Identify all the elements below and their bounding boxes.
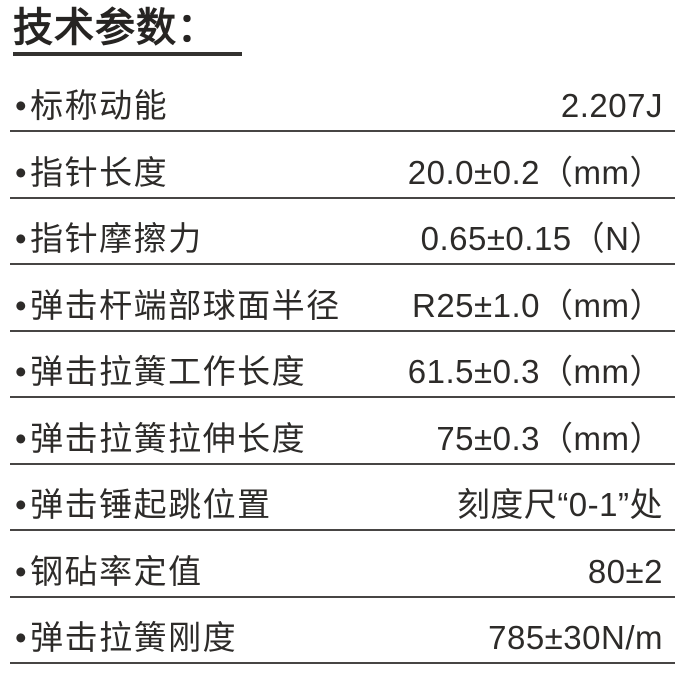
parameter-value: 61.5±0.3（mm）	[407, 353, 663, 390]
parameter-label: 指针长度	[30, 153, 169, 191]
parameter-label: 弹击拉簧刚度	[30, 619, 238, 656]
bullet-icon: •	[15, 153, 29, 191]
bullet-icon: •	[15, 286, 29, 324]
bullet-icon: •	[15, 619, 29, 656]
parameter-label: 弹击拉簧拉伸长度	[30, 419, 307, 457]
parameter-value: 20.0±0.2（mm）	[407, 153, 663, 191]
parameter-label-group: • 弹击锤起跳位置	[10, 487, 272, 523]
parameter-value: 785±30N/m	[488, 619, 663, 656]
parameter-value: R25±1.0（mm）	[411, 286, 663, 324]
bullet-icon: •	[15, 87, 29, 124]
parameter-row: • 弹击杆端部球面半径 R25±1.0（mm）	[10, 265, 675, 332]
parameter-row: • 弹击拉簧拉伸长度 75±0.3（mm）	[10, 398, 675, 465]
parameter-row: • 弹击拉簧刚度 785±30N/m	[10, 598, 675, 664]
parameter-row: • 指针长度 20.0±0.2（mm）	[10, 132, 675, 199]
page-title: 技术参数：	[13, 6, 242, 56]
parameter-label: 指针摩擦力	[30, 220, 203, 257]
parameter-label: 弹击锤起跳位置	[30, 486, 272, 523]
parameter-value: 0.65±0.15（N）	[420, 220, 663, 257]
parameter-value: 刻度尺“0-1”处	[456, 486, 663, 523]
parameter-label-group: • 弹击杆端部球面半径	[10, 286, 341, 324]
parameter-row: • 弹击锤起跳位置 刻度尺“0-1”处	[10, 465, 675, 531]
parameter-label-group: • 弹击拉簧工作长度	[10, 354, 306, 390]
parameter-value: 75±0.3（mm）	[436, 419, 663, 457]
parameter-label-group: • 弹击拉簧刚度	[10, 620, 237, 656]
bullet-icon: •	[15, 552, 29, 590]
parameter-label-group: • 指针长度	[10, 153, 169, 191]
bullet-icon: •	[15, 220, 29, 257]
parameter-label: 标称动能	[30, 87, 169, 124]
parameter-label-group: • 弹击拉簧拉伸长度	[10, 419, 307, 457]
parameter-label-group: • 钢砧率定值	[10, 552, 203, 590]
parameter-label-group: • 指针摩擦力	[10, 221, 203, 257]
bullet-icon: •	[15, 419, 29, 457]
parameter-row: • 标称动能 2.207J	[10, 56, 675, 132]
parameters-list: • 标称动能 2.207J • 指针长度 20.0±0.2（mm） • 指针摩擦…	[10, 56, 675, 664]
parameter-row: • 钢砧率定值 80±2	[10, 531, 675, 598]
bullet-icon: •	[15, 353, 29, 390]
parameter-row: • 指针摩擦力 0.65±0.15（N）	[10, 199, 675, 265]
parameter-label: 弹击拉簧工作长度	[30, 353, 307, 390]
parameter-row: • 弹击拉簧工作长度 61.5±0.3（mm）	[10, 332, 675, 398]
parameter-value: 2.207J	[560, 87, 663, 124]
parameter-value: 80±2	[587, 552, 663, 590]
parameter-label: 弹击杆端部球面半径	[30, 286, 341, 324]
bullet-icon: •	[15, 486, 29, 523]
parameter-label: 钢砧率定值	[30, 552, 203, 590]
parameter-label-group: • 标称动能	[10, 88, 168, 124]
